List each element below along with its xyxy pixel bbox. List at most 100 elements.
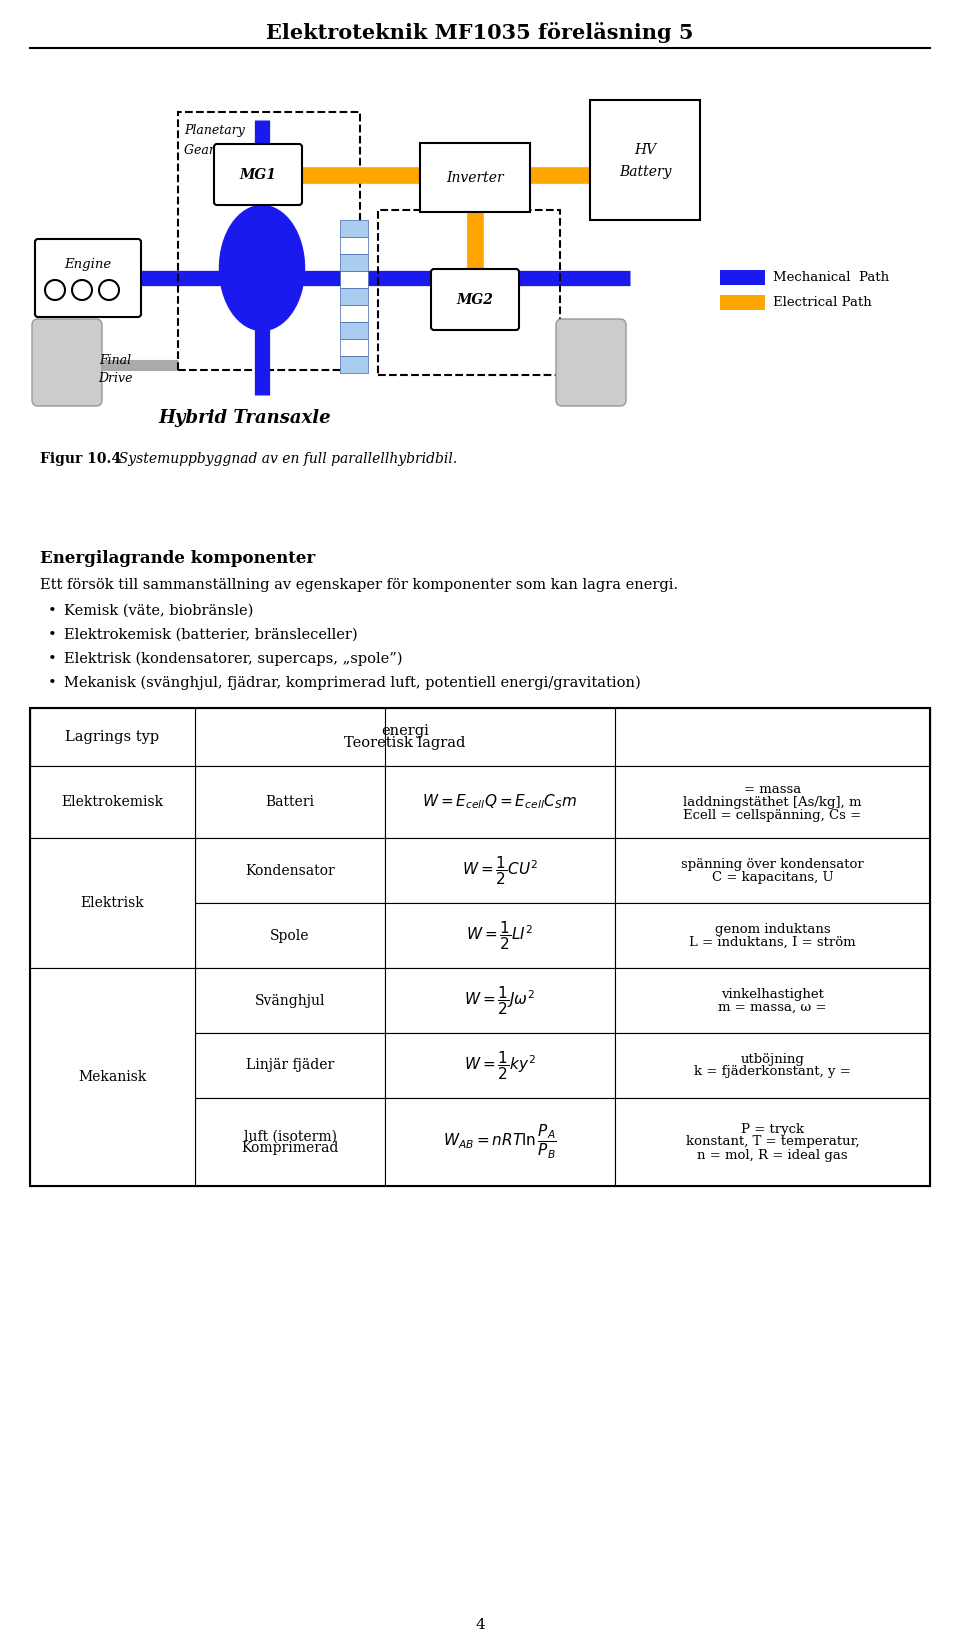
Bar xyxy=(340,356,368,374)
Text: Engine: Engine xyxy=(64,257,111,270)
Text: •: • xyxy=(48,604,57,617)
Bar xyxy=(340,237,368,253)
FancyBboxPatch shape xyxy=(556,319,626,407)
Text: $W = \dfrac{1}{2}LI^2$: $W = \dfrac{1}{2}LI^2$ xyxy=(467,918,534,951)
Text: Elektroteknik MF1035 föreläsning 5: Elektroteknik MF1035 föreläsning 5 xyxy=(266,21,694,43)
Text: Kondensator: Kondensator xyxy=(245,864,335,877)
Bar xyxy=(195,968,385,1034)
Text: Final: Final xyxy=(99,354,132,367)
Text: Batteri: Batteri xyxy=(266,795,315,808)
Text: Energilagrande komponenter: Energilagrande komponenter xyxy=(40,550,315,566)
Text: konstant, T = temperatur,: konstant, T = temperatur, xyxy=(685,1136,859,1149)
Bar xyxy=(30,838,195,968)
Text: $W = \dfrac{1}{2}CU^2$: $W = \dfrac{1}{2}CU^2$ xyxy=(462,854,538,887)
Text: MG1: MG1 xyxy=(240,168,276,183)
Text: spänning över kondensator: spänning över kondensator xyxy=(682,858,864,871)
Bar xyxy=(590,100,700,221)
Text: Hybrid Transaxle: Hybrid Transaxle xyxy=(158,408,331,426)
Text: Mekanisk: Mekanisk xyxy=(79,1070,147,1085)
Text: luft (isoterm): luft (isoterm) xyxy=(244,1129,337,1144)
FancyBboxPatch shape xyxy=(32,319,102,407)
Bar xyxy=(385,838,615,904)
Bar xyxy=(385,1034,615,1098)
FancyBboxPatch shape xyxy=(214,143,302,206)
Text: Elektrokemisk: Elektrokemisk xyxy=(61,795,163,808)
Text: HV: HV xyxy=(634,143,656,156)
Text: n = mol, R = ideal gas: n = mol, R = ideal gas xyxy=(697,1149,848,1162)
Bar xyxy=(195,1034,385,1098)
Text: Ecell = cellspänning, Cs =: Ecell = cellspänning, Cs = xyxy=(684,808,861,821)
Bar xyxy=(195,838,385,904)
Text: m = massa, ω =: m = massa, ω = xyxy=(718,1001,827,1014)
Ellipse shape xyxy=(220,206,304,331)
Bar xyxy=(420,143,530,212)
Text: P = tryck: P = tryck xyxy=(741,1123,804,1136)
Text: Planetary: Planetary xyxy=(184,123,245,137)
Text: Linjär fjäder: Linjär fjäder xyxy=(246,1058,334,1073)
Bar xyxy=(340,272,368,288)
Text: C = kapacitans, U: C = kapacitans, U xyxy=(711,871,833,884)
Text: Inverter: Inverter xyxy=(446,171,504,184)
Text: Elektrisk: Elektrisk xyxy=(81,895,144,910)
Bar xyxy=(30,765,195,838)
Bar xyxy=(340,339,368,356)
Text: Systemuppbyggnad av en full parallellhybridbil.: Systemuppbyggnad av en full parallellhyb… xyxy=(110,453,457,466)
Text: genom induktans: genom induktans xyxy=(714,922,830,935)
Bar xyxy=(195,1098,385,1187)
Text: energi: energi xyxy=(381,724,429,737)
Text: Electrical Path: Electrical Path xyxy=(773,296,872,308)
Text: •: • xyxy=(48,677,57,690)
Text: Battery: Battery xyxy=(619,165,671,179)
Bar xyxy=(615,968,930,1034)
Text: MG2: MG2 xyxy=(457,293,493,308)
Bar xyxy=(340,305,368,323)
Bar xyxy=(615,838,930,904)
Text: Kemisk (väte, biobränsle): Kemisk (väte, biobränsle) xyxy=(64,604,253,617)
Bar xyxy=(340,323,368,339)
Bar xyxy=(340,221,368,237)
Bar xyxy=(340,288,368,305)
Bar xyxy=(340,253,368,272)
FancyBboxPatch shape xyxy=(35,239,141,318)
Bar xyxy=(385,968,615,1034)
Text: •: • xyxy=(48,652,57,667)
Text: laddningstäthet [As/kg], m: laddningstäthet [As/kg], m xyxy=(684,795,862,808)
Text: Ett försök till sammanställning av egenskaper för komponenter som kan lagra ener: Ett försök till sammanställning av egens… xyxy=(40,578,678,593)
Bar xyxy=(378,211,560,375)
Bar xyxy=(178,112,360,370)
Text: Drive: Drive xyxy=(98,372,132,385)
Text: Lagrings typ: Lagrings typ xyxy=(65,729,159,744)
Text: utböjning: utböjning xyxy=(740,1052,804,1065)
Text: Komprimerad: Komprimerad xyxy=(241,1141,339,1155)
Text: $W_{AB} = nRT\ln\dfrac{P_A}{P_B}$: $W_{AB} = nRT\ln\dfrac{P_A}{P_B}$ xyxy=(444,1123,557,1160)
Text: $W = \dfrac{1}{2}J\omega^2$: $W = \dfrac{1}{2}J\omega^2$ xyxy=(465,984,536,1017)
Bar xyxy=(615,1098,930,1187)
Text: L = induktans, I = ström: L = induktans, I = ström xyxy=(689,935,855,948)
Bar xyxy=(30,968,195,1187)
Text: Svänghjul: Svänghjul xyxy=(254,994,325,1007)
Text: 4: 4 xyxy=(475,1618,485,1631)
Bar xyxy=(385,1098,615,1187)
Bar xyxy=(30,708,930,765)
Text: Elektrisk (kondensatorer, supercaps, „spole”): Elektrisk (kondensatorer, supercaps, „sp… xyxy=(64,652,402,667)
Bar xyxy=(385,904,615,968)
Text: Gear Unit: Gear Unit xyxy=(184,143,247,156)
Bar xyxy=(195,765,385,838)
Bar xyxy=(195,904,385,968)
Bar xyxy=(720,270,765,285)
Bar xyxy=(385,765,615,838)
Text: Figur 10.4: Figur 10.4 xyxy=(40,453,121,466)
Bar xyxy=(720,295,765,309)
Text: = massa: = massa xyxy=(744,782,802,795)
Text: $W = \dfrac{1}{2}ky^2$: $W = \dfrac{1}{2}ky^2$ xyxy=(465,1049,536,1081)
Bar xyxy=(615,765,930,838)
Bar xyxy=(615,1034,930,1098)
Text: Elektrokemisk (batterier, bränsleceller): Elektrokemisk (batterier, bränsleceller) xyxy=(64,629,358,642)
Bar xyxy=(615,904,930,968)
Text: $W = E_{cell}Q = E_{cell}C_Sm$: $W = E_{cell}Q = E_{cell}C_Sm$ xyxy=(422,793,578,811)
Text: Teoretisk lagrad: Teoretisk lagrad xyxy=(345,736,466,751)
FancyBboxPatch shape xyxy=(431,268,519,329)
Text: Mekanisk (svänghjul, fjädrar, komprimerad luft, potentiell energi/gravitation): Mekanisk (svänghjul, fjädrar, komprimera… xyxy=(64,677,640,690)
Text: vinkelhastighet: vinkelhastighet xyxy=(721,988,824,1001)
Text: •: • xyxy=(48,629,57,642)
